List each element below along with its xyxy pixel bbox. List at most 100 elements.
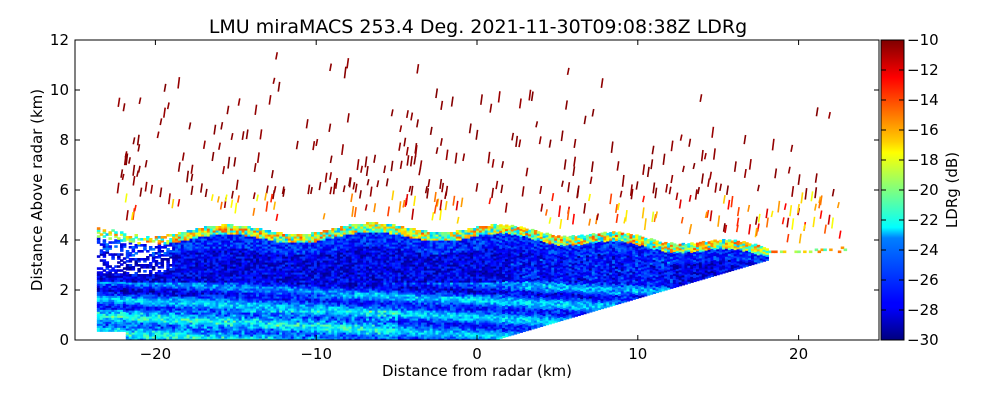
- ldr-cell: [215, 238, 220, 241]
- ldr-cell: [212, 326, 217, 329]
- ldr-cell: [360, 314, 364, 317]
- ldr-cell: [290, 264, 295, 267]
- ldr-cell: [256, 264, 260, 267]
- ldr-cell: [287, 282, 292, 285]
- ldr-cell: [151, 274, 156, 277]
- ldr-cell: [339, 320, 344, 323]
- ldr-cell: [250, 264, 254, 267]
- ldr-cell: [218, 282, 222, 285]
- ldr-cell: [282, 266, 286, 269]
- ldr-cell: [316, 264, 321, 267]
- ldr-cell: [285, 336, 289, 339]
- ldr-cell: [195, 268, 199, 271]
- ldr-cell: [198, 254, 202, 257]
- ldr-cell: [374, 336, 379, 339]
- ldr-cell: [279, 338, 283, 340]
- ldr-cell: [282, 318, 286, 321]
- ldr-cell: [311, 324, 315, 327]
- ldr-cell: [374, 322, 379, 325]
- ldr-cell: [180, 248, 185, 251]
- ldr-cell: [273, 240, 277, 243]
- ldr-cell: [247, 334, 251, 337]
- ldr-cell: [345, 258, 350, 261]
- ldr-cell: [114, 233, 118, 236]
- ldr-cell: [154, 272, 159, 275]
- ldr-cell: [137, 310, 141, 313]
- ldr-cell: [192, 272, 196, 275]
- ldr-cell: [160, 282, 165, 285]
- ldr-cell: [195, 306, 199, 309]
- ldr-cell: [96, 275, 101, 278]
- ldr-cell: [264, 270, 269, 273]
- ldr-cell: [264, 272, 269, 275]
- ldr-cell: [319, 280, 324, 283]
- ldr-cell: [276, 336, 280, 339]
- ldr-cell: [238, 258, 243, 261]
- ldr-cell: [293, 240, 298, 243]
- ldr-cell: [279, 314, 283, 317]
- ldr-cell: [128, 252, 133, 255]
- ldr-cell: [366, 332, 370, 335]
- ldr-cell: [235, 264, 240, 267]
- ldr-cell: [273, 256, 277, 259]
- ldr-cell: [302, 310, 306, 313]
- ldr-cell: [313, 288, 318, 291]
- ldr-cell: [337, 310, 341, 313]
- ldr-cell: [160, 284, 165, 287]
- ldr-cell: [198, 266, 202, 269]
- ldr-cell: [261, 336, 266, 339]
- ldr-cell: [232, 286, 237, 289]
- ldr-cell: [230, 280, 234, 283]
- ldr-cell: [276, 250, 280, 253]
- ldr-cell: [351, 228, 356, 231]
- ldr-cell: [218, 258, 222, 261]
- ldr-cell: [209, 260, 214, 263]
- ldr-cell: [285, 242, 289, 245]
- ldr-cell: [276, 272, 280, 275]
- ldr-cell: [348, 272, 353, 275]
- ldr-cell: [232, 320, 237, 323]
- ldr-cell: [163, 296, 167, 299]
- ldr-cell: [230, 256, 234, 259]
- ldr-cell: [305, 236, 309, 239]
- ldr-cell: [206, 268, 211, 271]
- ldr-cell: [125, 292, 130, 295]
- ldr-cell: [256, 250, 260, 253]
- ldr-cell: [331, 314, 335, 317]
- ldr-cell: [102, 313, 107, 316]
- ldr-cell: [224, 250, 228, 253]
- ldr-cell: [175, 338, 179, 340]
- ldr-cell: [221, 232, 225, 235]
- ldr-cell: [311, 244, 315, 247]
- ldr-cell: [322, 276, 327, 279]
- ldr-cell: [322, 272, 327, 275]
- ldr-cell: [328, 268, 332, 271]
- ldr-cell: [305, 258, 309, 261]
- ldr-cell: [363, 330, 367, 333]
- ldr-cell: [128, 312, 133, 315]
- ldr-cell: [206, 320, 211, 323]
- ldr-cell: [99, 297, 104, 300]
- ldr-cell: [293, 268, 298, 271]
- ldr-cell: [172, 276, 176, 279]
- ldr-cell: [175, 296, 179, 299]
- ldr-cell: [325, 248, 330, 251]
- ldr-cell: [313, 312, 318, 315]
- ldr-cell: [163, 330, 167, 333]
- ldr-cell: [328, 244, 332, 247]
- ldr-cell: [177, 248, 182, 251]
- ldr-cell: [232, 336, 237, 339]
- ldr-cell: [331, 300, 335, 303]
- ldr-cell: [206, 288, 211, 291]
- ldr-cell: [270, 278, 275, 281]
- ldr-cell: [339, 258, 344, 261]
- ldr-cell: [114, 273, 118, 276]
- ldr-cell: [366, 278, 370, 281]
- ldr-cell: [282, 258, 286, 261]
- ldr-cell: [154, 274, 159, 277]
- ldr-cell: [366, 312, 370, 315]
- ldr-cell: [256, 284, 260, 287]
- ldr-cell: [201, 336, 205, 339]
- ldr-cell: [328, 300, 332, 303]
- ldr-cell: [172, 302, 176, 305]
